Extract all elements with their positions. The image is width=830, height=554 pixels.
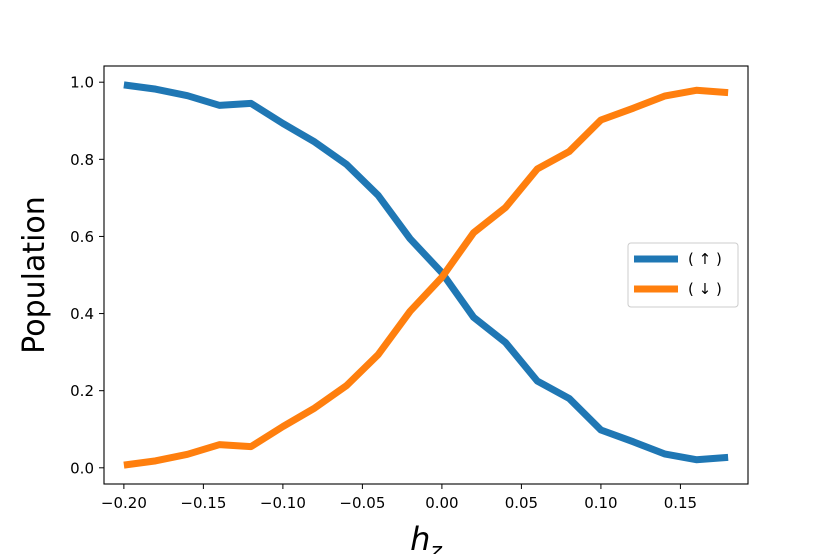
x-tick-label: 0.10 xyxy=(584,494,617,512)
legend: ( ↑ ) ( ↓ ) xyxy=(627,242,739,308)
x-tick-label: −0.15 xyxy=(180,494,226,512)
x-tick-label: −0.05 xyxy=(339,494,385,512)
legend-label: ( ↑ ) xyxy=(688,250,722,268)
series-line-2 xyxy=(123,86,729,469)
y-axis-ticks: 0.0 0.2 0.4 0.6 0.8 1.0 xyxy=(70,74,104,477)
x-tick-label: −0.10 xyxy=(260,494,306,512)
y-tick-label: 0.8 xyxy=(70,151,94,169)
x-tick-label: 0.15 xyxy=(664,494,697,512)
y-tick-label: 0.2 xyxy=(70,382,94,400)
plot-frame xyxy=(103,65,749,485)
x-tick-label: 0.05 xyxy=(505,494,538,512)
y-axis-label: Population xyxy=(17,196,52,354)
y-tick-label: 0.4 xyxy=(70,305,94,323)
x-tick-label: −0.20 xyxy=(101,494,147,512)
y-tick-label: 1.0 xyxy=(70,74,94,92)
x-axis-ticks: −0.20 −0.15 −0.10 −0.05 0.00 0.05 0.10 0.15 xyxy=(101,484,697,512)
x-tick-label: 0.00 xyxy=(425,494,458,512)
y-tick-label: 0.6 xyxy=(70,228,94,246)
series-line-1 xyxy=(123,81,729,464)
series-layer xyxy=(123,81,729,469)
legend-label: ( ↓ ) xyxy=(688,280,722,298)
y-tick-label: 0.0 xyxy=(70,459,94,477)
x-axis-label: hz xyxy=(410,520,442,554)
